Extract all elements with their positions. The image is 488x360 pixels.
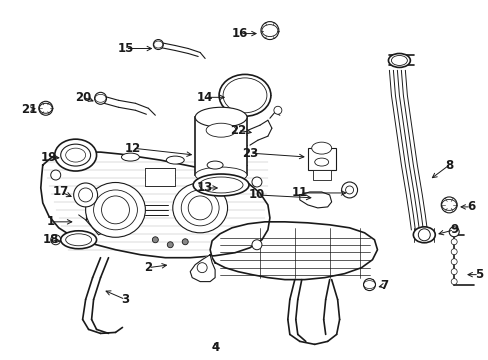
Ellipse shape <box>93 190 137 230</box>
Circle shape <box>448 227 458 237</box>
Circle shape <box>74 183 98 207</box>
Circle shape <box>341 182 357 198</box>
Circle shape <box>450 239 456 245</box>
Text: 21: 21 <box>20 103 37 116</box>
Polygon shape <box>190 255 215 282</box>
Ellipse shape <box>181 190 219 226</box>
Circle shape <box>188 196 212 220</box>
Ellipse shape <box>65 234 91 246</box>
Circle shape <box>51 235 61 245</box>
Bar <box>312 170 330 180</box>
Ellipse shape <box>223 78 266 113</box>
Ellipse shape <box>206 123 236 137</box>
Circle shape <box>251 240 262 250</box>
Bar <box>307 148 335 170</box>
Polygon shape <box>210 222 377 280</box>
Text: 4: 4 <box>210 341 219 354</box>
Text: 7: 7 <box>380 279 388 292</box>
Ellipse shape <box>390 55 407 66</box>
Circle shape <box>450 269 456 275</box>
Text: 15: 15 <box>117 42 133 55</box>
Text: 17: 17 <box>53 185 69 198</box>
Text: 23: 23 <box>242 147 258 159</box>
Ellipse shape <box>195 167 246 183</box>
Circle shape <box>450 279 456 285</box>
Ellipse shape <box>314 158 328 166</box>
Circle shape <box>94 92 106 104</box>
Circle shape <box>417 229 429 241</box>
Text: 18: 18 <box>42 233 59 246</box>
Circle shape <box>450 249 456 255</box>
Ellipse shape <box>65 148 85 162</box>
Text: 20: 20 <box>75 91 92 104</box>
Text: 22: 22 <box>229 124 245 137</box>
Ellipse shape <box>199 177 243 193</box>
Circle shape <box>39 101 53 115</box>
Ellipse shape <box>61 144 90 166</box>
Ellipse shape <box>55 139 96 171</box>
Text: 11: 11 <box>291 186 307 199</box>
Text: 9: 9 <box>449 223 457 236</box>
Ellipse shape <box>387 54 409 67</box>
Circle shape <box>167 242 173 248</box>
Ellipse shape <box>412 227 434 243</box>
Circle shape <box>102 196 129 224</box>
Ellipse shape <box>166 156 184 164</box>
Text: 5: 5 <box>474 268 482 281</box>
Ellipse shape <box>219 75 270 116</box>
Ellipse shape <box>121 153 139 161</box>
Circle shape <box>182 239 188 245</box>
Text: 12: 12 <box>124 141 140 155</box>
Ellipse shape <box>311 142 331 154</box>
Text: 1: 1 <box>46 215 55 228</box>
Text: 14: 14 <box>197 91 213 104</box>
Circle shape <box>153 40 163 50</box>
Bar <box>195 117 246 175</box>
Bar <box>145 168 175 186</box>
Text: 10: 10 <box>248 188 264 202</box>
Circle shape <box>197 263 207 273</box>
Ellipse shape <box>207 161 223 169</box>
Circle shape <box>273 106 281 114</box>
Circle shape <box>261 22 278 40</box>
Text: 8: 8 <box>444 158 452 172</box>
Text: 2: 2 <box>144 261 152 274</box>
Text: 3: 3 <box>121 293 129 306</box>
Text: 19: 19 <box>41 150 57 163</box>
Ellipse shape <box>172 183 227 233</box>
Circle shape <box>251 177 262 187</box>
Polygon shape <box>299 192 331 208</box>
Ellipse shape <box>195 107 246 127</box>
Ellipse shape <box>85 183 145 237</box>
Polygon shape <box>41 152 269 258</box>
Ellipse shape <box>193 174 248 196</box>
Circle shape <box>51 170 61 180</box>
Circle shape <box>450 259 456 265</box>
Circle shape <box>440 197 456 213</box>
Circle shape <box>79 188 92 202</box>
Text: 13: 13 <box>197 181 213 194</box>
Text: 6: 6 <box>466 201 474 213</box>
Ellipse shape <box>61 231 96 249</box>
Text: 16: 16 <box>231 27 248 40</box>
Circle shape <box>152 237 158 243</box>
Circle shape <box>345 186 353 194</box>
Circle shape <box>363 279 375 291</box>
